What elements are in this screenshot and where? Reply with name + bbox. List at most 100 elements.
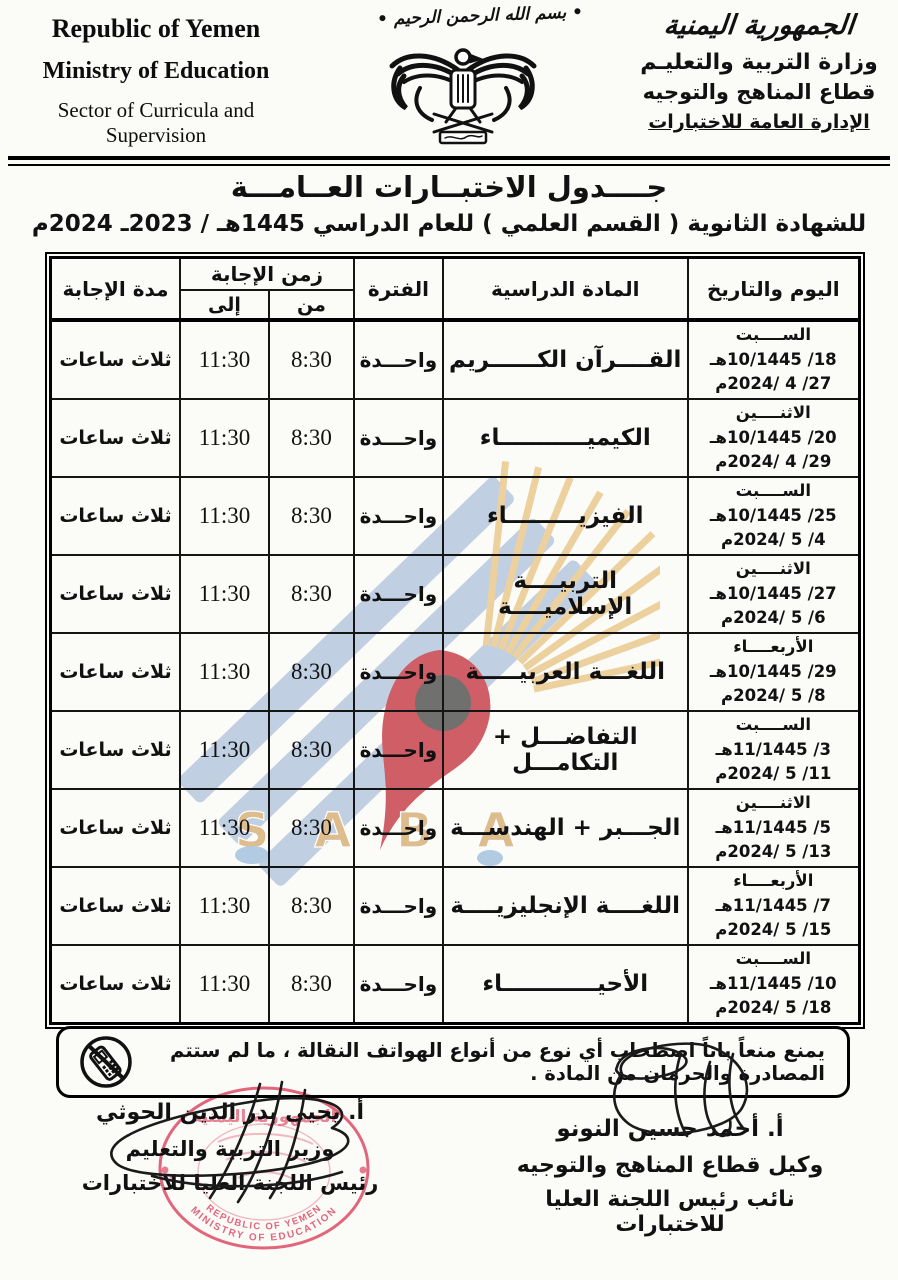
signer-title2-left: رئيس اللجنة العليا للاختبارات: [81, 1171, 379, 1195]
gregorian-date: 29/ 4 /2024م: [715, 452, 832, 472]
period-value: واحـــدة: [352, 398, 444, 478]
time-to: 11:30: [178, 944, 270, 1025]
sector-name-en-line1: Sector of Curricula and: [57, 98, 255, 122]
time-to: 11:30: [178, 632, 270, 712]
duration-value: ثلاث ساعات: [49, 866, 181, 946]
gregorian-date: 4/ 5 /2024م: [721, 530, 826, 550]
day-name: الســــبت: [735, 714, 811, 734]
day-name: الأربعــــاء: [733, 636, 814, 656]
time-from: 8:30: [267, 866, 355, 946]
document-subtitle: للشهادة الثانوية ( القسم العلمي ) للعام …: [31, 211, 867, 237]
subject-name: الأحيــــــــــــاء: [441, 944, 689, 1025]
day-name: الأربعــــاء: [733, 870, 814, 890]
subject-name: الجـــبر + الهندســـة: [441, 788, 689, 868]
subject-name: الكيميـــــــــــاء: [441, 398, 689, 478]
bismillah-calligraphy: • بسم الله الرحمن الرحيم •: [376, 2, 584, 30]
time-to: 11:30: [178, 710, 270, 790]
subject-name: القــــرآن الكــــــريم: [441, 319, 689, 400]
administration-name-ar: الإدارة العامة للاختبارات: [648, 111, 870, 133]
ministry-name-en: Ministry of Education: [42, 58, 270, 84]
no-mobile-phone-icon: [80, 1036, 132, 1088]
signature-block-right: أ. أحمد حسين النونو وكيل قطاع المناهج وا…: [500, 1116, 840, 1237]
duration-value: ثلاث ساعات: [49, 319, 181, 400]
no-phones-notice: يمنع منعاً باتاً اصطحاب أي نوع من أنواع …: [56, 1026, 850, 1098]
hijri-date: 10/ 11/1445هـ: [709, 973, 837, 993]
column-header-subject: المادة الدراسية: [441, 256, 689, 321]
signer-title1-right: وكيل قطاع المناهج والتوجيه: [516, 1153, 824, 1178]
duration-value: ثلاث ساعات: [49, 710, 181, 790]
table-row: الأربعــــاء 7/ 11/1445هـ 15/ 5 /2024م الل…: [49, 866, 861, 946]
ministry-name-ar: وزارة التربية والتعليـم: [640, 50, 878, 75]
table-row: الاثنــــين 27/ 10/1445هـ 6/ 5 /2024م التر…: [49, 554, 861, 634]
yemen-eagle-emblem-icon: [389, 48, 537, 145]
hijri-date: 27/ 10/1445هـ: [709, 583, 837, 603]
duration-value: ثلاث ساعات: [49, 554, 181, 634]
day-name: الاثنــــين: [735, 792, 811, 812]
day-name: الســــبت: [735, 324, 811, 344]
column-header-answer-time: زمن الإجابة: [178, 256, 355, 291]
time-from: 8:30: [267, 554, 355, 634]
country-name-ar: الجمهورية اليمنية: [662, 10, 856, 41]
gregorian-date: 13/ 5 /2024م: [715, 842, 832, 862]
signer-name-left: أ. يحيى بدر الدين الحوثي: [95, 1100, 365, 1125]
time-to: 11:30: [178, 398, 270, 478]
column-header-day-date: اليوم والتاريخ: [686, 256, 861, 321]
subject-name: اللغـــة العربيـــــة: [441, 632, 689, 712]
time-to: 11:30: [178, 866, 270, 946]
country-name-en: Republic of Yemen: [51, 14, 261, 43]
sector-name-en-line2: Supervision: [105, 123, 207, 147]
table-row: الاثنــــين 20/ 10/1445هـ 29/ 4 /2024م الك…: [49, 398, 861, 478]
period-value: واحـــدة: [352, 710, 444, 790]
gregorian-date: 18/ 5 /2024م: [715, 998, 832, 1018]
document-title: جــــدول الاختبــارات العــامـــة: [230, 170, 668, 204]
day-name: الســــبت: [735, 948, 811, 968]
table-row: الســــبت 10/ 11/1445هـ 18/ 5 /2024م الأحي…: [49, 944, 861, 1025]
duration-value: ثلاث ساعات: [49, 632, 181, 712]
signature-block-left: أ. يحيى بدر الدين الحوثي وزير التربية وا…: [35, 1100, 425, 1195]
english-header: Republic of Yemen Ministry of Education …: [16, 14, 296, 148]
time-from: 8:30: [267, 476, 355, 556]
time-from: 8:30: [267, 710, 355, 790]
period-value: واحـــدة: [352, 476, 444, 556]
period-value: واحـــدة: [352, 788, 444, 868]
column-header-period: الفترة: [352, 256, 444, 321]
gregorian-date: 15/ 5 /2024م: [715, 920, 832, 940]
gregorian-date: 11/ 5 /2024م: [715, 764, 832, 784]
column-header-to: إلى: [178, 289, 270, 321]
subject-name: التربيــــة الإسلاميــــة: [441, 554, 689, 634]
duration-value: ثلاث ساعات: [49, 944, 181, 1025]
arabic-header: الجمهورية اليمنية وزارة التربية والتعليـ…: [628, 10, 890, 133]
period-value: واحـــدة: [352, 319, 444, 400]
gregorian-date: 6/ 5 /2024م: [721, 608, 826, 628]
header-divider: [8, 156, 890, 166]
sector-name-ar: قطاع المناهج والتوجيه: [642, 80, 876, 104]
day-name: الاثنــــين: [735, 402, 811, 422]
time-from: 8:30: [267, 398, 355, 478]
table-row: الأربعــــاء 29/ 10/1445هـ 8/ 5 /2024م الل…: [49, 632, 861, 712]
gregorian-date: 8/ 5 /2024م: [721, 686, 826, 706]
signer-title1-left: وزير التربية والتعليم: [125, 1137, 335, 1161]
period-value: واحـــدة: [352, 554, 444, 634]
duration-value: ثلاث ساعات: [49, 398, 181, 478]
hijri-date: 25/ 10/1445هـ: [709, 505, 837, 525]
time-to: 11:30: [178, 554, 270, 634]
gregorian-date: 27/ 4 /2024م: [715, 374, 832, 394]
subject-name: اللغــــة الإنجليزيــــة: [441, 866, 689, 946]
hijri-date: 29/ 10/1445هـ: [709, 661, 837, 681]
time-from: 8:30: [267, 319, 355, 400]
table-row: الســــبت 25/ 10/1445هـ 4/ 5 /2024م الفيزي…: [49, 476, 861, 556]
day-name: الاثنــــين: [735, 558, 811, 578]
time-to: 11:30: [178, 319, 270, 400]
period-value: واحـــدة: [352, 866, 444, 946]
time-to: 11:30: [178, 476, 270, 556]
time-from: 8:30: [267, 788, 355, 868]
duration-value: ثلاث ساعات: [49, 476, 181, 556]
time-to: 11:30: [178, 788, 270, 868]
column-header-from: من: [267, 289, 355, 321]
period-value: واحـــدة: [352, 632, 444, 712]
hijri-date: 5/ 11/1445هـ: [715, 817, 831, 837]
table-row: الاثنــــين 5/ 11/1445هـ 13/ 5 /2024م الجـ…: [49, 788, 861, 868]
time-from: 8:30: [267, 944, 355, 1025]
no-phones-notice-text: يمنع منعاً باتاً اصطحاب أي نوع من أنواع …: [170, 1039, 825, 1085]
